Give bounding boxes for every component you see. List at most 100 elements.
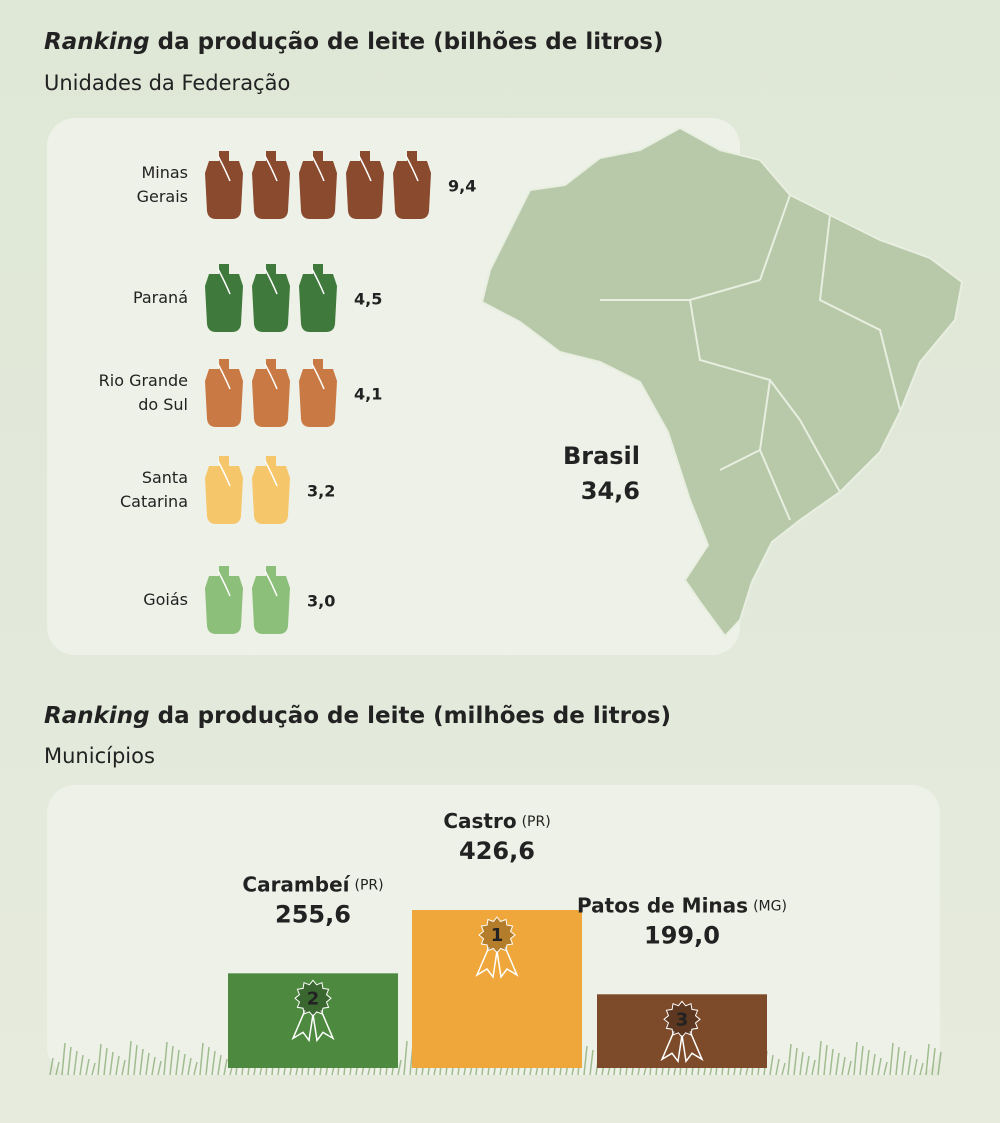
total-label: Brasil bbox=[563, 442, 640, 470]
milk-jug bbox=[252, 264, 290, 332]
value-label: 4,5 bbox=[354, 290, 382, 309]
medal-ribbon bbox=[475, 946, 519, 979]
category-label: Minas Gerais bbox=[137, 163, 188, 206]
jug-handle bbox=[311, 155, 325, 182]
value-label: 255,6 bbox=[275, 900, 351, 928]
grass-blade bbox=[145, 1052, 150, 1076]
grass-blade bbox=[835, 1052, 840, 1076]
jug-body bbox=[205, 264, 243, 332]
grass-blade bbox=[85, 1058, 90, 1076]
grass-blade bbox=[217, 1054, 222, 1076]
grass-blade bbox=[853, 1041, 858, 1076]
jug-handle bbox=[358, 155, 372, 182]
grass-blade bbox=[91, 1062, 96, 1076]
jug-body bbox=[299, 151, 337, 219]
jug-body bbox=[299, 264, 337, 332]
jug-handle bbox=[217, 570, 231, 597]
grass-blade bbox=[787, 1043, 792, 1076]
rank-label: 3 bbox=[676, 1009, 689, 1030]
chart-title: Ranking da produção de leite (milhões de… bbox=[44, 703, 671, 729]
category-name: Patos de Minas bbox=[577, 893, 748, 917]
category-line: Paraná bbox=[133, 288, 188, 307]
grass-blade bbox=[883, 1061, 888, 1076]
medal bbox=[478, 916, 516, 954]
value-label: 4,1 bbox=[354, 385, 382, 404]
grass-blade bbox=[913, 1058, 918, 1076]
grass-blade bbox=[205, 1046, 210, 1076]
grass-blade bbox=[163, 1041, 168, 1076]
category-line: Catarina bbox=[120, 492, 188, 511]
milk-jug bbox=[205, 566, 243, 634]
category-qualifier: (PR) bbox=[522, 814, 551, 830]
jug-body bbox=[252, 456, 290, 524]
grass-blade bbox=[793, 1047, 798, 1076]
jug-body bbox=[252, 151, 290, 219]
grass-blade bbox=[199, 1042, 204, 1076]
jug-body bbox=[299, 359, 337, 427]
grass-blade bbox=[931, 1047, 936, 1076]
grass-blade bbox=[67, 1046, 72, 1076]
total-value: 34,6 bbox=[581, 477, 640, 505]
jug-handle bbox=[311, 363, 325, 390]
category-label: Patos de Minas (MG) bbox=[577, 893, 787, 917]
grass-blade bbox=[109, 1051, 114, 1076]
bar bbox=[412, 910, 582, 1068]
jug-handle bbox=[264, 363, 278, 390]
grass-blade bbox=[127, 1040, 132, 1076]
grass-blade bbox=[175, 1049, 180, 1076]
rank-label: 1 bbox=[491, 925, 504, 946]
category-line: Gerais bbox=[137, 187, 188, 206]
medal-ribbon bbox=[291, 1010, 335, 1043]
jug-body bbox=[252, 359, 290, 427]
medal bbox=[663, 1000, 701, 1039]
grass-blade bbox=[775, 1058, 780, 1076]
grass-blade bbox=[103, 1047, 108, 1076]
grass-blade bbox=[895, 1046, 900, 1076]
category-name: Carambeí bbox=[242, 872, 350, 896]
grass-blade bbox=[889, 1042, 894, 1076]
category-label: Goiás bbox=[143, 590, 188, 609]
grass-blade bbox=[133, 1044, 138, 1076]
grass-blade bbox=[49, 1057, 54, 1076]
grass-blade bbox=[403, 1040, 408, 1076]
grass-blade bbox=[61, 1042, 66, 1076]
milk-jug bbox=[393, 151, 431, 219]
jug-handle bbox=[264, 155, 278, 182]
category-label: Castro (PR) bbox=[443, 809, 550, 833]
grass-blade bbox=[139, 1048, 144, 1076]
jug-handle bbox=[264, 570, 278, 597]
grass-blade bbox=[121, 1059, 126, 1076]
value-label: 199,0 bbox=[644, 921, 720, 949]
grass-blade bbox=[859, 1045, 864, 1076]
milk-jug bbox=[252, 151, 290, 219]
grass-blade bbox=[589, 1049, 594, 1076]
jug-handle bbox=[217, 363, 231, 390]
category-qualifier: (MG) bbox=[753, 898, 787, 914]
category-line: Santa bbox=[142, 468, 188, 487]
grass-blade bbox=[769, 1054, 774, 1076]
state-borders bbox=[600, 194, 901, 521]
grass-blade bbox=[829, 1048, 834, 1076]
grass-blade bbox=[865, 1049, 870, 1076]
grass-blade bbox=[871, 1053, 876, 1076]
category-qualifier: (PR) bbox=[355, 877, 384, 893]
category-line: Rio Grande bbox=[99, 371, 188, 390]
grass-blade bbox=[841, 1056, 846, 1076]
grass-blade bbox=[811, 1059, 816, 1076]
grass-blade bbox=[79, 1054, 84, 1076]
value-label: 3,0 bbox=[307, 592, 335, 611]
brazil-map bbox=[480, 126, 964, 638]
medal bbox=[294, 979, 332, 1018]
jug-handle bbox=[217, 460, 231, 487]
grass-blade bbox=[157, 1060, 162, 1076]
jug-body bbox=[393, 151, 431, 219]
grass-blade bbox=[181, 1053, 186, 1076]
milk-jug bbox=[299, 359, 337, 427]
grass-blade bbox=[901, 1050, 906, 1076]
grass-blade bbox=[193, 1061, 198, 1076]
milk-jug bbox=[252, 566, 290, 634]
grass-blade bbox=[847, 1060, 852, 1076]
bar bbox=[597, 994, 767, 1068]
grass-blade bbox=[925, 1043, 930, 1076]
